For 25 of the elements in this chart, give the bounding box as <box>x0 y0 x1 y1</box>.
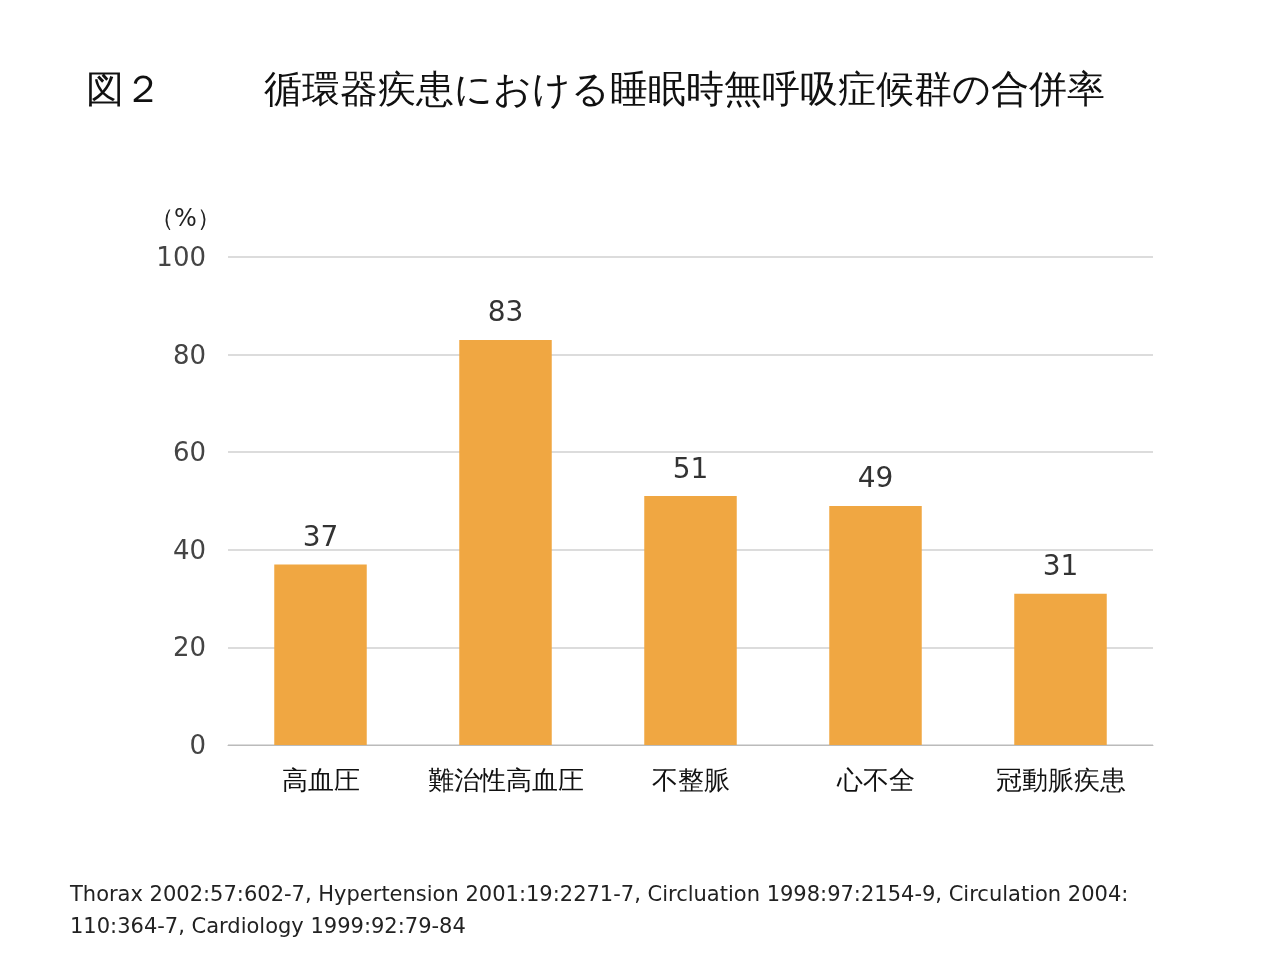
y-axis-title: （%） <box>150 204 221 232</box>
x-tick-label: 不整脈 <box>651 765 730 795</box>
bar <box>459 339 552 745</box>
x-tick-label: 冠動脈疾患 <box>995 765 1126 795</box>
chart-subtitle: 循環器疾患における睡眠時無呼吸症候群の合併率 <box>264 67 1105 111</box>
x-tick-label: 高血圧 <box>281 765 360 795</box>
y-tick-label: 0 <box>189 730 206 760</box>
bar <box>644 496 737 745</box>
y-tick-label: 100 <box>156 242 206 272</box>
x-tick-label: 難治性高血圧 <box>427 765 584 795</box>
y-tick-label: 40 <box>172 534 206 565</box>
data-label: 49 <box>857 461 894 495</box>
chart-title: 図２ <box>86 67 162 111</box>
y-tick-label: 80 <box>172 339 206 370</box>
bar <box>274 564 367 745</box>
bar <box>1014 593 1107 745</box>
data-label: 51 <box>672 451 709 485</box>
data-label: 31 <box>1042 549 1079 583</box>
text: Thorax 2002:57:602-7, Hypertension 2001:19:2271-7, Circluation 1998:97:2154-9, Circulation 2004: 110:364-7, Cardiology 1999:92:79-84 <box>69 882 1136 938</box>
data-label: 83 <box>487 295 524 329</box>
x-tick-label: 心不全 <box>835 765 915 795</box>
y-tick-label: 20 <box>172 632 206 663</box>
bar <box>829 505 922 745</box>
y-tick-label: 60 <box>172 437 206 468</box>
data-label: 37 <box>302 519 339 553</box>
